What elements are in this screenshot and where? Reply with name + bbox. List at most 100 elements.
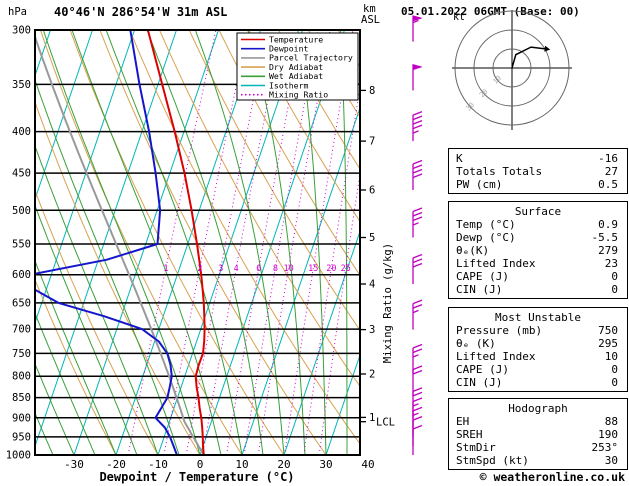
stat-row: Lifted Index 23 [449,257,627,270]
surface-rows: Temp (°C) 0.9 Dewp (°C) -5.5 θₑ(K) 279 Lifted … [449,218,627,296]
temp-tick-label: -10 [148,458,168,471]
stat-value: 0.5 [598,178,618,191]
stat-label: Lifted Index [456,350,536,363]
hodograph-rows: EH 88 SREH 190 StmDir 253° StmSpd (kt) 30 [449,415,627,467]
stat-row: CIN (J) 0 [449,376,627,389]
mixing-ratio-lines [127,30,360,455]
parcel-trajectory-curve [35,33,205,455]
stat-value: 295 [598,337,618,350]
hodograph-arrowhead [544,45,551,52]
svg-text:10: 10 [283,264,293,274]
svg-text:1: 1 [163,264,168,274]
stat-row: StmSpd (kt) 30 [449,454,627,467]
hodograph-stats-box: Hodograph EH 88 SREH 190 StmDir 253° StmSpd (k… [448,398,628,470]
stat-row: EH 88 [449,415,627,428]
surface-section-title: Surface [514,205,562,218]
stat-label: Temp (°C) [456,218,516,231]
km-tick-label: 8 [369,85,375,97]
legend-label: Dewpoint [269,44,309,54]
hodograph-ring [492,48,532,88]
km-tick-label: 2 [369,369,375,381]
indices-rows: K -16 Totals Totals 27 PW (cm) 0.5 [449,152,627,191]
stat-label: EH [456,415,470,428]
stat-value: 23 [604,257,618,270]
stat-label: CIN (J) [456,376,503,389]
pressure-tick-label: 400 [12,126,31,138]
stat-value: 190 [598,428,618,441]
stat-row: Temp (°C) 0.9 [449,218,627,231]
svg-text:15: 15 [308,264,318,274]
stat-label: PW (cm) [456,178,503,191]
stat-row: Totals Totals 27 [449,165,627,178]
pressure-tick-label: 700 [12,324,31,336]
pressure-tick-label: 1000 [6,450,31,462]
dewpoint-curve [35,30,178,455]
stat-row: θₑ (K) 295 [449,337,627,350]
stat-label: θₑ (K) [456,337,496,350]
hodograph-ring [473,29,551,107]
hodograph-ring-label: 30 [464,101,476,113]
pressure-tick-label: 750 [12,348,31,360]
legend-label: Parcel Trajectory [269,53,353,63]
pressure-tick-label: 300 [12,25,31,37]
copyright: © weatheronline.co.uk [479,470,625,484]
stat-label: Dewp (°C) [456,231,516,244]
stat-label: K [456,152,463,165]
hodograph-unit-label: kt [453,12,465,23]
temperature-curve [146,30,206,455]
stat-row: Pressure (mb) 750 [449,324,627,337]
stat-value: 0 [611,376,618,389]
legend-label: Mixing Ratio [269,90,328,100]
pressure-gridlines [35,30,360,455]
asl-axis-unit: ASL [361,14,380,26]
stat-value: 30 [604,454,618,467]
legend-label: Wet Adiabat [269,71,323,81]
pressure-tick-label: 900 [12,412,31,424]
temp-tick-label: -30 [64,458,84,471]
stat-label: Pressure (mb) [456,324,543,337]
svg-text:3: 3 [218,264,223,274]
stat-row: θₑ(K) 279 [449,244,627,257]
pressure-tick-label: 350 [12,79,31,91]
stat-value: 0.9 [598,218,618,231]
km-tick-label: 5 [369,232,375,244]
svg-text:8: 8 [273,264,278,274]
hodograph-ring [454,10,570,126]
chart-datetime: 05.01.2022 06GMT (Base: 00) [401,5,580,18]
stat-label: Totals Totals [456,165,543,178]
temp-tick-label: 40 [361,458,374,471]
hodograph-section-title: Hodograph [508,402,568,415]
pressure-tick-label: 850 [12,392,31,404]
stat-value: 10 [604,350,618,363]
pressure-tick-label: 650 [12,297,31,309]
stat-label: CAPE (J) [456,363,509,376]
stat-label: CIN (J) [456,283,503,296]
chart-border [34,29,361,456]
lcl-label: LCL [376,417,395,429]
stat-row: Dewp (°C) -5.5 [449,231,627,244]
km-tick-label: 3 [369,324,375,336]
stat-row: Lifted Index 10 [449,350,627,363]
pressure-unit-label: hPa [8,6,27,18]
stat-row: CAPE (J) 0 [449,270,627,283]
pressure-tick-label: 550 [12,239,31,251]
km-tick-label: 4 [369,279,375,291]
km-tick-label: 6 [369,185,375,197]
legend-label: Isotherm [269,80,309,90]
station-title: 40°46'N 286°54'W 31m ASL [54,5,227,19]
hodograph-ring-label: 10 [491,74,503,86]
hodograph-ring-label: 20 [478,88,490,100]
legend-label: Dry Adiabat [269,62,323,72]
temp-tick-label: 0 [197,458,204,471]
stat-value: -5.5 [591,231,619,244]
pressure-tick-label: 950 [12,431,31,443]
stat-row: SREH 190 [449,428,627,441]
temp-tick-label: 10 [235,458,248,471]
stat-row: StmDir 253° [449,441,627,454]
stat-value: 750 [598,324,618,337]
stat-value: 253° [591,441,619,454]
stat-value: 0 [611,270,618,283]
stat-value: 0 [611,283,618,296]
stat-row: K -16 [449,152,627,165]
svg-text:20: 20 [326,264,336,274]
